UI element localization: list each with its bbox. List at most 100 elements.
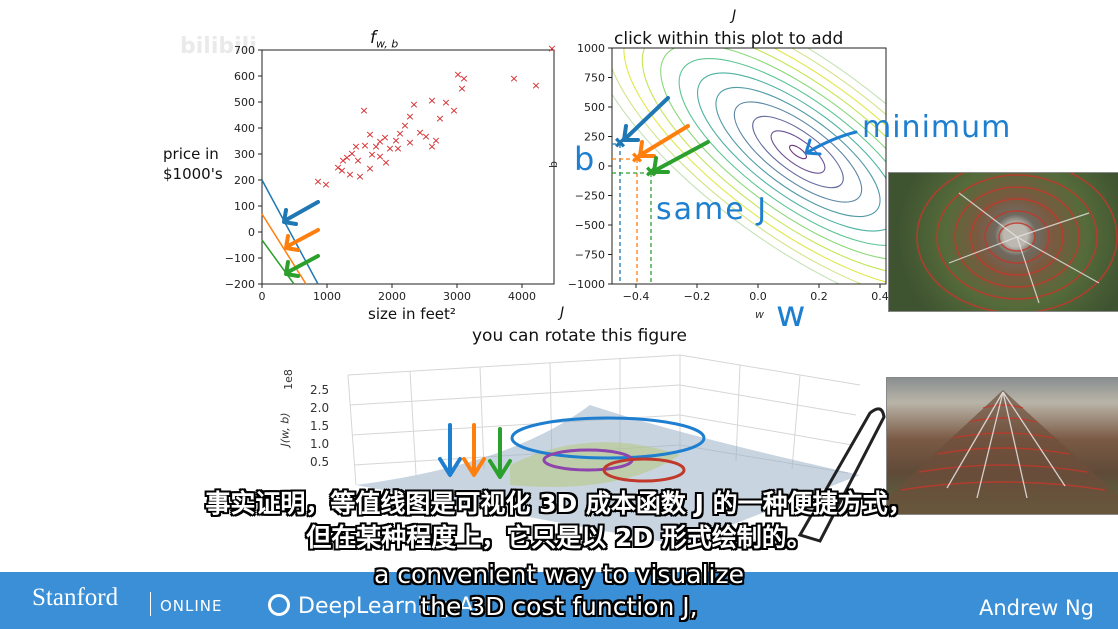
data-point: ×: [459, 72, 468, 85]
contour-y-tick-label: 750: [584, 72, 605, 85]
surface-canvas[interactable]: [260, 345, 900, 575]
surface-plot[interactable]: J you can rotate this figure 1e8 J(w, b)…: [260, 305, 900, 575]
y-axis-label: price in $1000's: [163, 144, 223, 184]
mountain-contour-photo-bottom: [886, 377, 1118, 515]
contour-plot[interactable]: J click within this plot to add points b…: [547, 0, 900, 340]
data-point: ×: [360, 139, 369, 152]
data-point: ×: [441, 96, 450, 109]
x-tick-label: 0: [259, 290, 266, 303]
contour-y-label: b: [546, 161, 560, 168]
data-point: ×: [427, 94, 436, 107]
instructor-name: Andrew Ng: [979, 596, 1094, 620]
contour-x-tick-label: 0.4: [871, 290, 889, 303]
data-plot-title-sub: w, b: [376, 37, 399, 51]
data-point: ×: [375, 150, 384, 163]
contour-y-tick-label: −750: [575, 249, 605, 262]
data-point: ×: [355, 170, 364, 183]
mountain-contours-bottom: [887, 390, 1118, 514]
y-tick-label: −100: [225, 252, 255, 265]
y-tick-label: 700: [234, 44, 255, 57]
contour-x-tick-label: 0.2: [810, 290, 828, 303]
x-tick-label: 2000: [378, 290, 406, 303]
stanford-logo: Stanford: [32, 584, 119, 611]
data-point: ×: [342, 151, 351, 164]
contour-y-tick-label: −1000: [568, 278, 605, 291]
y-tick-label: 0: [248, 226, 255, 239]
x-ticks: 0 1000 2000 3000 4000: [259, 284, 536, 303]
z-tick-label: 1.5: [310, 419, 330, 433]
contour-ring: [641, 48, 886, 275]
x-tick-label: 1000: [313, 290, 341, 303]
annotation-b: b: [574, 140, 595, 178]
contour-ring: [623, 48, 886, 284]
data-point: ×: [333, 161, 342, 174]
contour-ring: [770, 130, 826, 174]
data-points: ××××××××××××××××××××××××××××××××××× × ××××…: [313, 42, 556, 191]
mountain-contour-photo-top: [888, 172, 1118, 312]
hand-drawn-ellipses: [510, 416, 706, 483]
contour-ring: [789, 144, 807, 160]
x-tick-label: 3000: [443, 290, 471, 303]
data-point: ×: [449, 104, 458, 117]
data-point: ×: [367, 148, 376, 161]
data-plot-title: fw, b: [370, 28, 398, 50]
contour-canvas[interactable]: 1000 750 500 250 0 −250 −500 −750 −1000 −0.4 −0.2…: [560, 40, 900, 310]
contour-ring: [612, 48, 886, 284]
data-point: ×: [365, 128, 374, 141]
contour-ring: [612, 48, 886, 284]
contour-y-ticks: 1000 750 500 250 0 −250 −500 −750 −1000: [568, 42, 612, 291]
data-point: ×: [457, 82, 466, 95]
surface-title-j: J: [560, 305, 565, 321]
deeplearning-logo: DeepLearning.AI: [298, 594, 481, 619]
data-point: ×: [509, 72, 518, 85]
contour-x-label: w: [755, 308, 764, 321]
data-point: ×: [351, 140, 360, 153]
mountain-contours-top: [916, 173, 1118, 311]
data-point: ×: [380, 131, 389, 144]
data-point: ×: [345, 168, 354, 181]
contour-ring: [715, 86, 881, 218]
arrow-blue-left: [282, 200, 320, 226]
data-point: ×: [391, 134, 400, 147]
z-tick-label: 1.0: [310, 437, 330, 451]
data-point: ×: [435, 112, 444, 125]
contour-ring: [696, 72, 886, 232]
y-tick-label: 300: [234, 148, 255, 161]
contour-x-tick-label: −0.2: [684, 290, 711, 303]
data-point: ×: [400, 119, 409, 132]
data-point: ×: [381, 156, 390, 169]
contour-x-ticks: −0.4 −0.2 0.0 0.2 0.4: [623, 284, 889, 303]
data-plot[interactable]: fw, b price in $1000's size in feet² 700…: [0, 0, 570, 340]
data-point: ×: [338, 154, 347, 167]
arrow-green-3d: [488, 427, 512, 479]
contour-y-tick-label: −250: [575, 190, 605, 203]
x-tick-label: 4000: [508, 290, 536, 303]
arrow-green-left: [284, 254, 320, 278]
watermark-text: bilibili: [180, 34, 257, 59]
y-axis-label-line1: price in: [163, 145, 219, 163]
arrow-blue-right: [622, 96, 670, 142]
data-point: ×: [371, 140, 380, 153]
z-tick-label: 0.5: [310, 455, 330, 469]
data-point: ×: [365, 162, 374, 175]
data-point: ×: [337, 164, 346, 177]
y-tick-label: 600: [234, 70, 255, 83]
data-point: ×: [393, 142, 402, 155]
contour-ring: [752, 115, 844, 189]
annotation-w: w: [776, 294, 806, 335]
y-tick-label: 400: [234, 122, 255, 135]
data-point: ×: [431, 134, 440, 147]
y-ticks: 700 600 500 400 300 200 100 0 −100 −200: [225, 44, 262, 291]
z-tick-label: 2.0: [310, 401, 330, 415]
contour-x-tick-label: 0.0: [749, 290, 767, 303]
data-point: ×: [321, 178, 330, 191]
data-point: ×: [409, 98, 418, 111]
footer-bar: Stanford ONLINE DeepLearning.AI Andrew N…: [0, 572, 1118, 629]
hand-drawn-pen: [797, 407, 886, 543]
surface-title: you can rotate this figure: [472, 326, 687, 346]
data-plot-title-text: f: [370, 28, 376, 48]
data-point: ×: [405, 110, 414, 123]
subtitle-zh-line2: 但在某种程度上，它只是以 2D 形式绘制的。: [306, 523, 812, 552]
model-line-blue: [261, 179, 319, 285]
